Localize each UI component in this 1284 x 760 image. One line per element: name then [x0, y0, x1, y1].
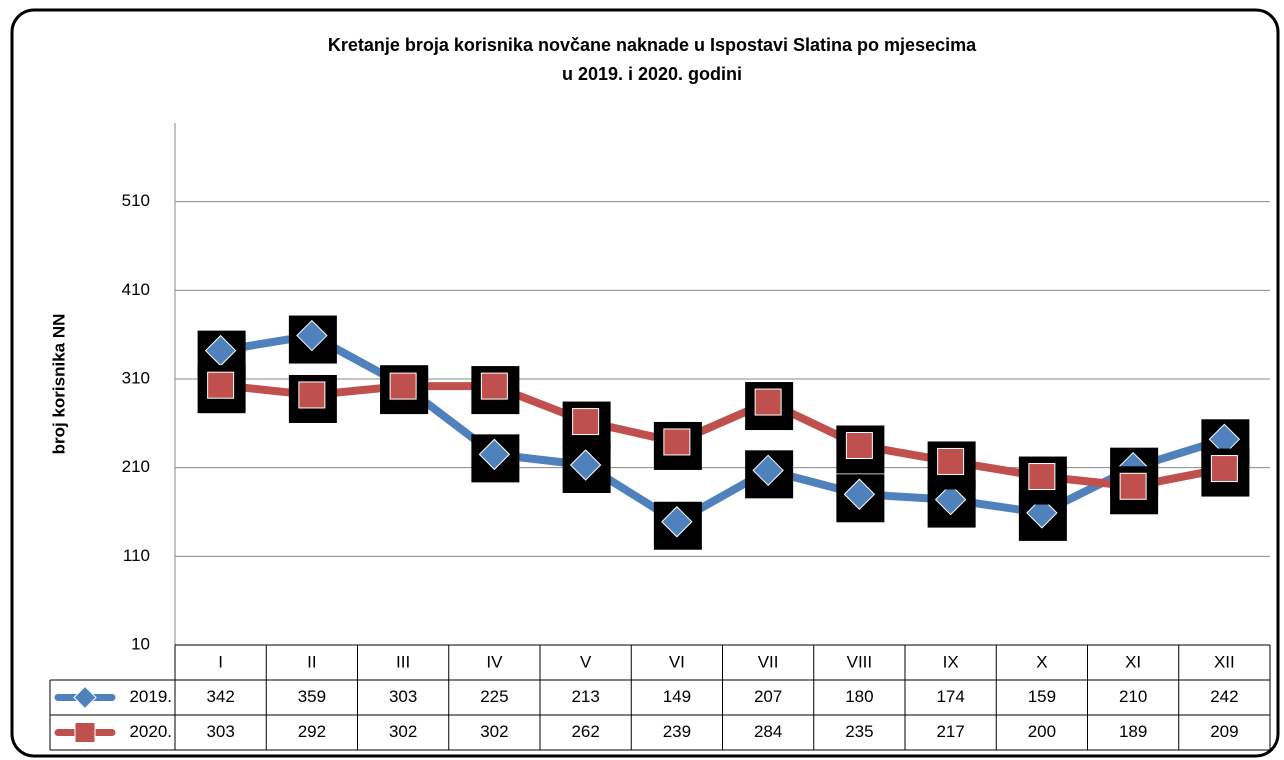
- y-tick-label: 310: [122, 368, 150, 387]
- table-value: 149: [663, 687, 691, 706]
- table-value: 174: [936, 687, 964, 706]
- table-value: 262: [571, 722, 599, 741]
- marker: [572, 408, 600, 436]
- table-value: 302: [389, 722, 417, 741]
- chart-title: Kretanje broja korisnika novčane naknade…: [328, 35, 977, 55]
- y-tick-label: 10: [131, 634, 150, 653]
- table-value: 200: [1028, 722, 1056, 741]
- marker: [661, 506, 693, 538]
- marker: [754, 388, 782, 416]
- table-value: 180: [845, 687, 873, 706]
- x-tick-label: XI: [1125, 652, 1141, 671]
- chart-title: u 2019. i 2020. godini: [562, 64, 742, 84]
- table-value: 213: [571, 687, 599, 706]
- marker: [1026, 497, 1058, 529]
- x-tick-label: V: [580, 652, 592, 671]
- table-value: 207: [754, 687, 782, 706]
- table-value: 239: [663, 722, 691, 741]
- x-tick-label: VII: [758, 652, 779, 671]
- x-tick-label: VIII: [847, 652, 873, 671]
- marker: [480, 372, 508, 400]
- marker: [663, 428, 691, 456]
- table-value: 284: [754, 722, 782, 741]
- legend-marker: [73, 685, 97, 710]
- x-tick-label: IV: [486, 652, 503, 671]
- x-tick-label: III: [396, 652, 410, 671]
- table-value: 302: [480, 722, 508, 741]
- legend-marker: [74, 722, 96, 743]
- marker: [478, 438, 511, 471]
- marker: [1028, 463, 1056, 491]
- x-tick-label: VI: [669, 652, 685, 671]
- x-tick-label: X: [1036, 652, 1047, 671]
- marker: [752, 454, 784, 487]
- marker: [207, 371, 235, 399]
- marker: [845, 432, 873, 459]
- table-value: 189: [1119, 722, 1147, 741]
- table-value: 235: [845, 722, 873, 741]
- table-value: 209: [1210, 722, 1238, 741]
- marker: [934, 483, 967, 516]
- x-tick-label: IX: [943, 652, 959, 671]
- table-value: 303: [206, 722, 234, 741]
- y-tick-label: 510: [122, 191, 150, 210]
- table-value: 303: [389, 687, 417, 706]
- table-value: 292: [298, 722, 326, 741]
- chart-frame: [10, 8, 1280, 758]
- marker: [296, 319, 328, 352]
- marker: [843, 478, 876, 510]
- y-axis-label: broj korisnika NN: [49, 314, 68, 455]
- y-tick-label: 110: [123, 546, 150, 565]
- marker: [298, 381, 326, 409]
- table-value: 242: [1210, 687, 1238, 706]
- legend-label: 2020.: [129, 722, 172, 741]
- marker: [569, 449, 602, 481]
- table-value: 359: [298, 687, 326, 706]
- y-tick-label: 210: [122, 457, 150, 476]
- x-tick-label: II: [307, 652, 316, 671]
- marker: [1210, 455, 1238, 483]
- x-tick-label: XII: [1214, 652, 1235, 671]
- y-tick-label: 410: [122, 280, 150, 299]
- marker: [937, 447, 965, 475]
- x-tick-label: I: [218, 652, 223, 671]
- table-value: 342: [206, 687, 234, 706]
- table-value: 217: [936, 722, 964, 741]
- legend-label: 2019.: [129, 687, 172, 706]
- marker: [389, 372, 417, 400]
- table-value: 159: [1028, 687, 1056, 706]
- table-value: 225: [480, 687, 508, 706]
- table-value: 210: [1119, 687, 1147, 706]
- marker: [1119, 472, 1147, 500]
